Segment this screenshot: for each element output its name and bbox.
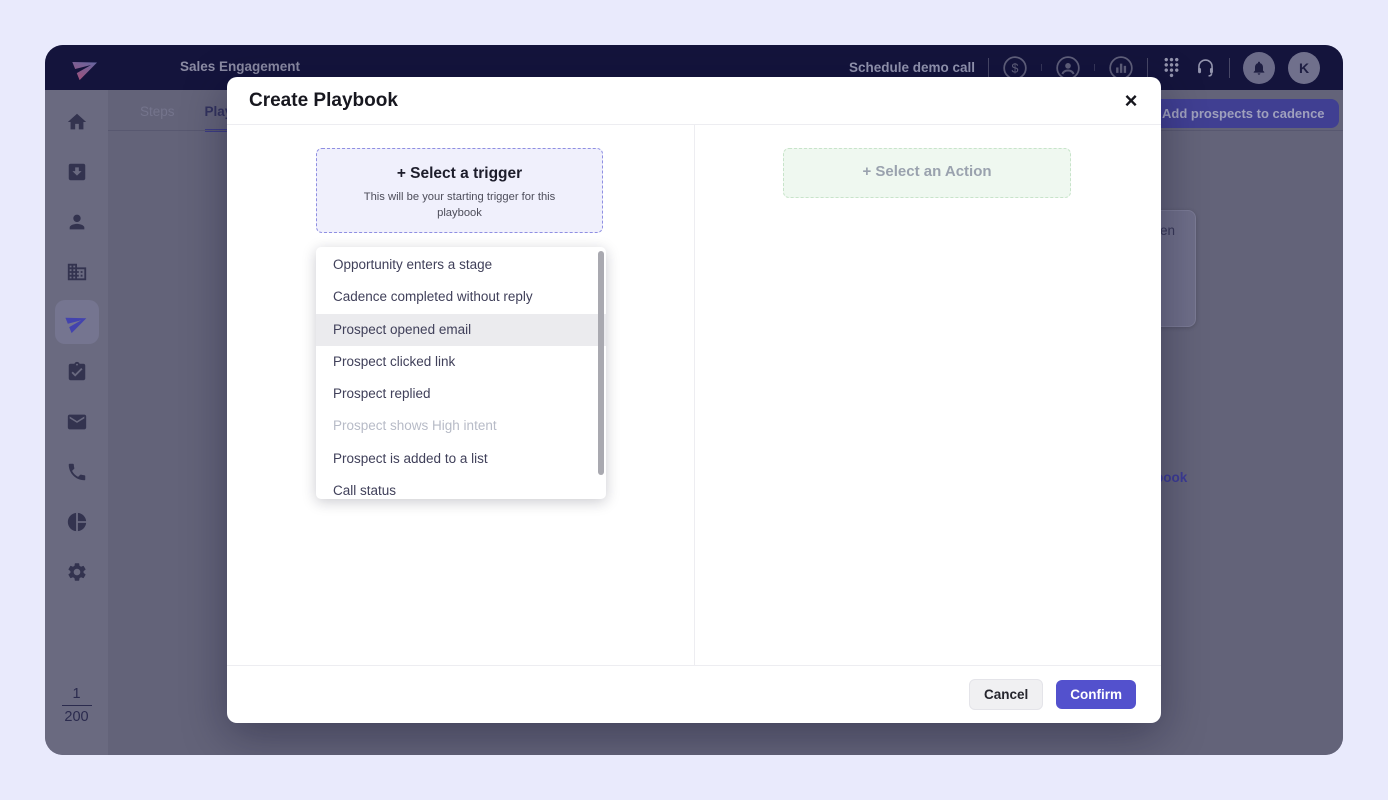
- sidebar-item-inbox[interactable]: [55, 150, 99, 194]
- sidebar-item-email[interactable]: [55, 400, 99, 444]
- modal-body: + Select a trigger This will be your sta…: [227, 125, 1161, 665]
- modal-footer: Cancel Confirm: [227, 665, 1161, 723]
- confirm-button[interactable]: Confirm: [1056, 680, 1136, 709]
- person-icon: [69, 214, 84, 230]
- select-trigger-label: + Select a trigger: [396, 165, 523, 182]
- add-prospects-to-cadence-button[interactable]: Add prospects to cadence: [1148, 99, 1339, 128]
- inbox-download-icon: [68, 163, 85, 181]
- create-playbook-link[interactable]: book: [1155, 470, 1188, 485]
- sidebar-item-companies[interactable]: [55, 250, 99, 294]
- gear-icon: [67, 563, 86, 581]
- trigger-option-highlighted[interactable]: Prospect opened email: [316, 313, 606, 346]
- schedule-demo-call-button[interactable]: Schedule demo call: [848, 60, 975, 75]
- trigger-option[interactable]: Prospect is added to a list: [333, 450, 488, 466]
- modal-title: Create Playbook: [249, 90, 398, 111]
- topbar-divider: [1147, 57, 1148, 78]
- sidebar-item-cadences[interactable]: [54, 300, 99, 344]
- modal-header: Create Playbook ×: [227, 77, 1161, 125]
- sidebar-item-home[interactable]: [55, 100, 99, 144]
- create-playbook-modal: Create Playbook × + Select a trigger Thi…: [227, 77, 1161, 723]
- trigger-option-disabled: Prospect shows High intent: [333, 418, 497, 434]
- sidebar-item-prospects[interactable]: [55, 200, 99, 244]
- sidebar-item-settings[interactable]: [55, 550, 99, 594]
- bell-icon: [1253, 61, 1265, 75]
- user-avatar[interactable]: K: [1288, 51, 1320, 84]
- product-title: Sales Engagement: [180, 59, 301, 74]
- svg-text:$: $: [1012, 61, 1019, 75]
- sidebar-item-reports[interactable]: [55, 500, 99, 544]
- topbar-separator: [1041, 64, 1042, 71]
- cancel-button[interactable]: Cancel: [968, 679, 1044, 710]
- trigger-options-dropdown: Opportunity enters a stage Cadence compl…: [316, 247, 606, 499]
- trigger-option[interactable]: Prospect replied: [333, 386, 431, 401]
- app-window: Steps Playbooks Add prospects to cadence…: [45, 45, 1343, 755]
- pie-chart-icon: [67, 512, 86, 532]
- sidebar-nav: 1 200: [45, 90, 108, 755]
- phone-icon: [68, 463, 85, 481]
- select-action-box[interactable]: + Select an Action: [783, 148, 1071, 198]
- trigger-option[interactable]: Cadence completed without reply: [333, 289, 533, 305]
- credits-total: 200: [64, 709, 89, 725]
- topbar-separator: [1094, 64, 1095, 71]
- app-logo-icon[interactable]: [72, 54, 99, 81]
- tab-steps[interactable]: Steps: [140, 104, 175, 119]
- close-icon[interactable]: ×: [1117, 87, 1145, 115]
- paper-plane-icon: [64, 317, 86, 334]
- credits-used: 1: [61, 686, 92, 706]
- sidebar-item-calls[interactable]: [55, 450, 99, 494]
- dialpad-icon[interactable]: [1161, 57, 1182, 78]
- topbar-divider: [988, 57, 989, 78]
- clipboard-check-icon: [68, 361, 85, 381]
- topbar-divider: [1229, 57, 1230, 78]
- sidebar-item-tasks[interactable]: [55, 350, 99, 394]
- home-icon: [67, 113, 86, 130]
- select-trigger-subtitle: This will be your starting trigger for t…: [363, 191, 556, 220]
- trigger-option[interactable]: Opportunity enters a stage: [333, 257, 493, 272]
- column-divider: [694, 125, 695, 665]
- envelope-icon: [67, 414, 86, 430]
- dropdown-scrollbar[interactable]: [598, 251, 604, 475]
- building-icon: [67, 263, 86, 281]
- credits-counter: 1 200: [45, 686, 108, 725]
- trigger-option[interactable]: Call status: [333, 482, 397, 498]
- select-trigger-box[interactable]: + Select a trigger This will be your sta…: [316, 148, 603, 233]
- trigger-option[interactable]: Prospect clicked link: [333, 353, 456, 369]
- notifications-bell-button[interactable]: [1243, 51, 1275, 84]
- headset-icon[interactable]: [1195, 57, 1216, 78]
